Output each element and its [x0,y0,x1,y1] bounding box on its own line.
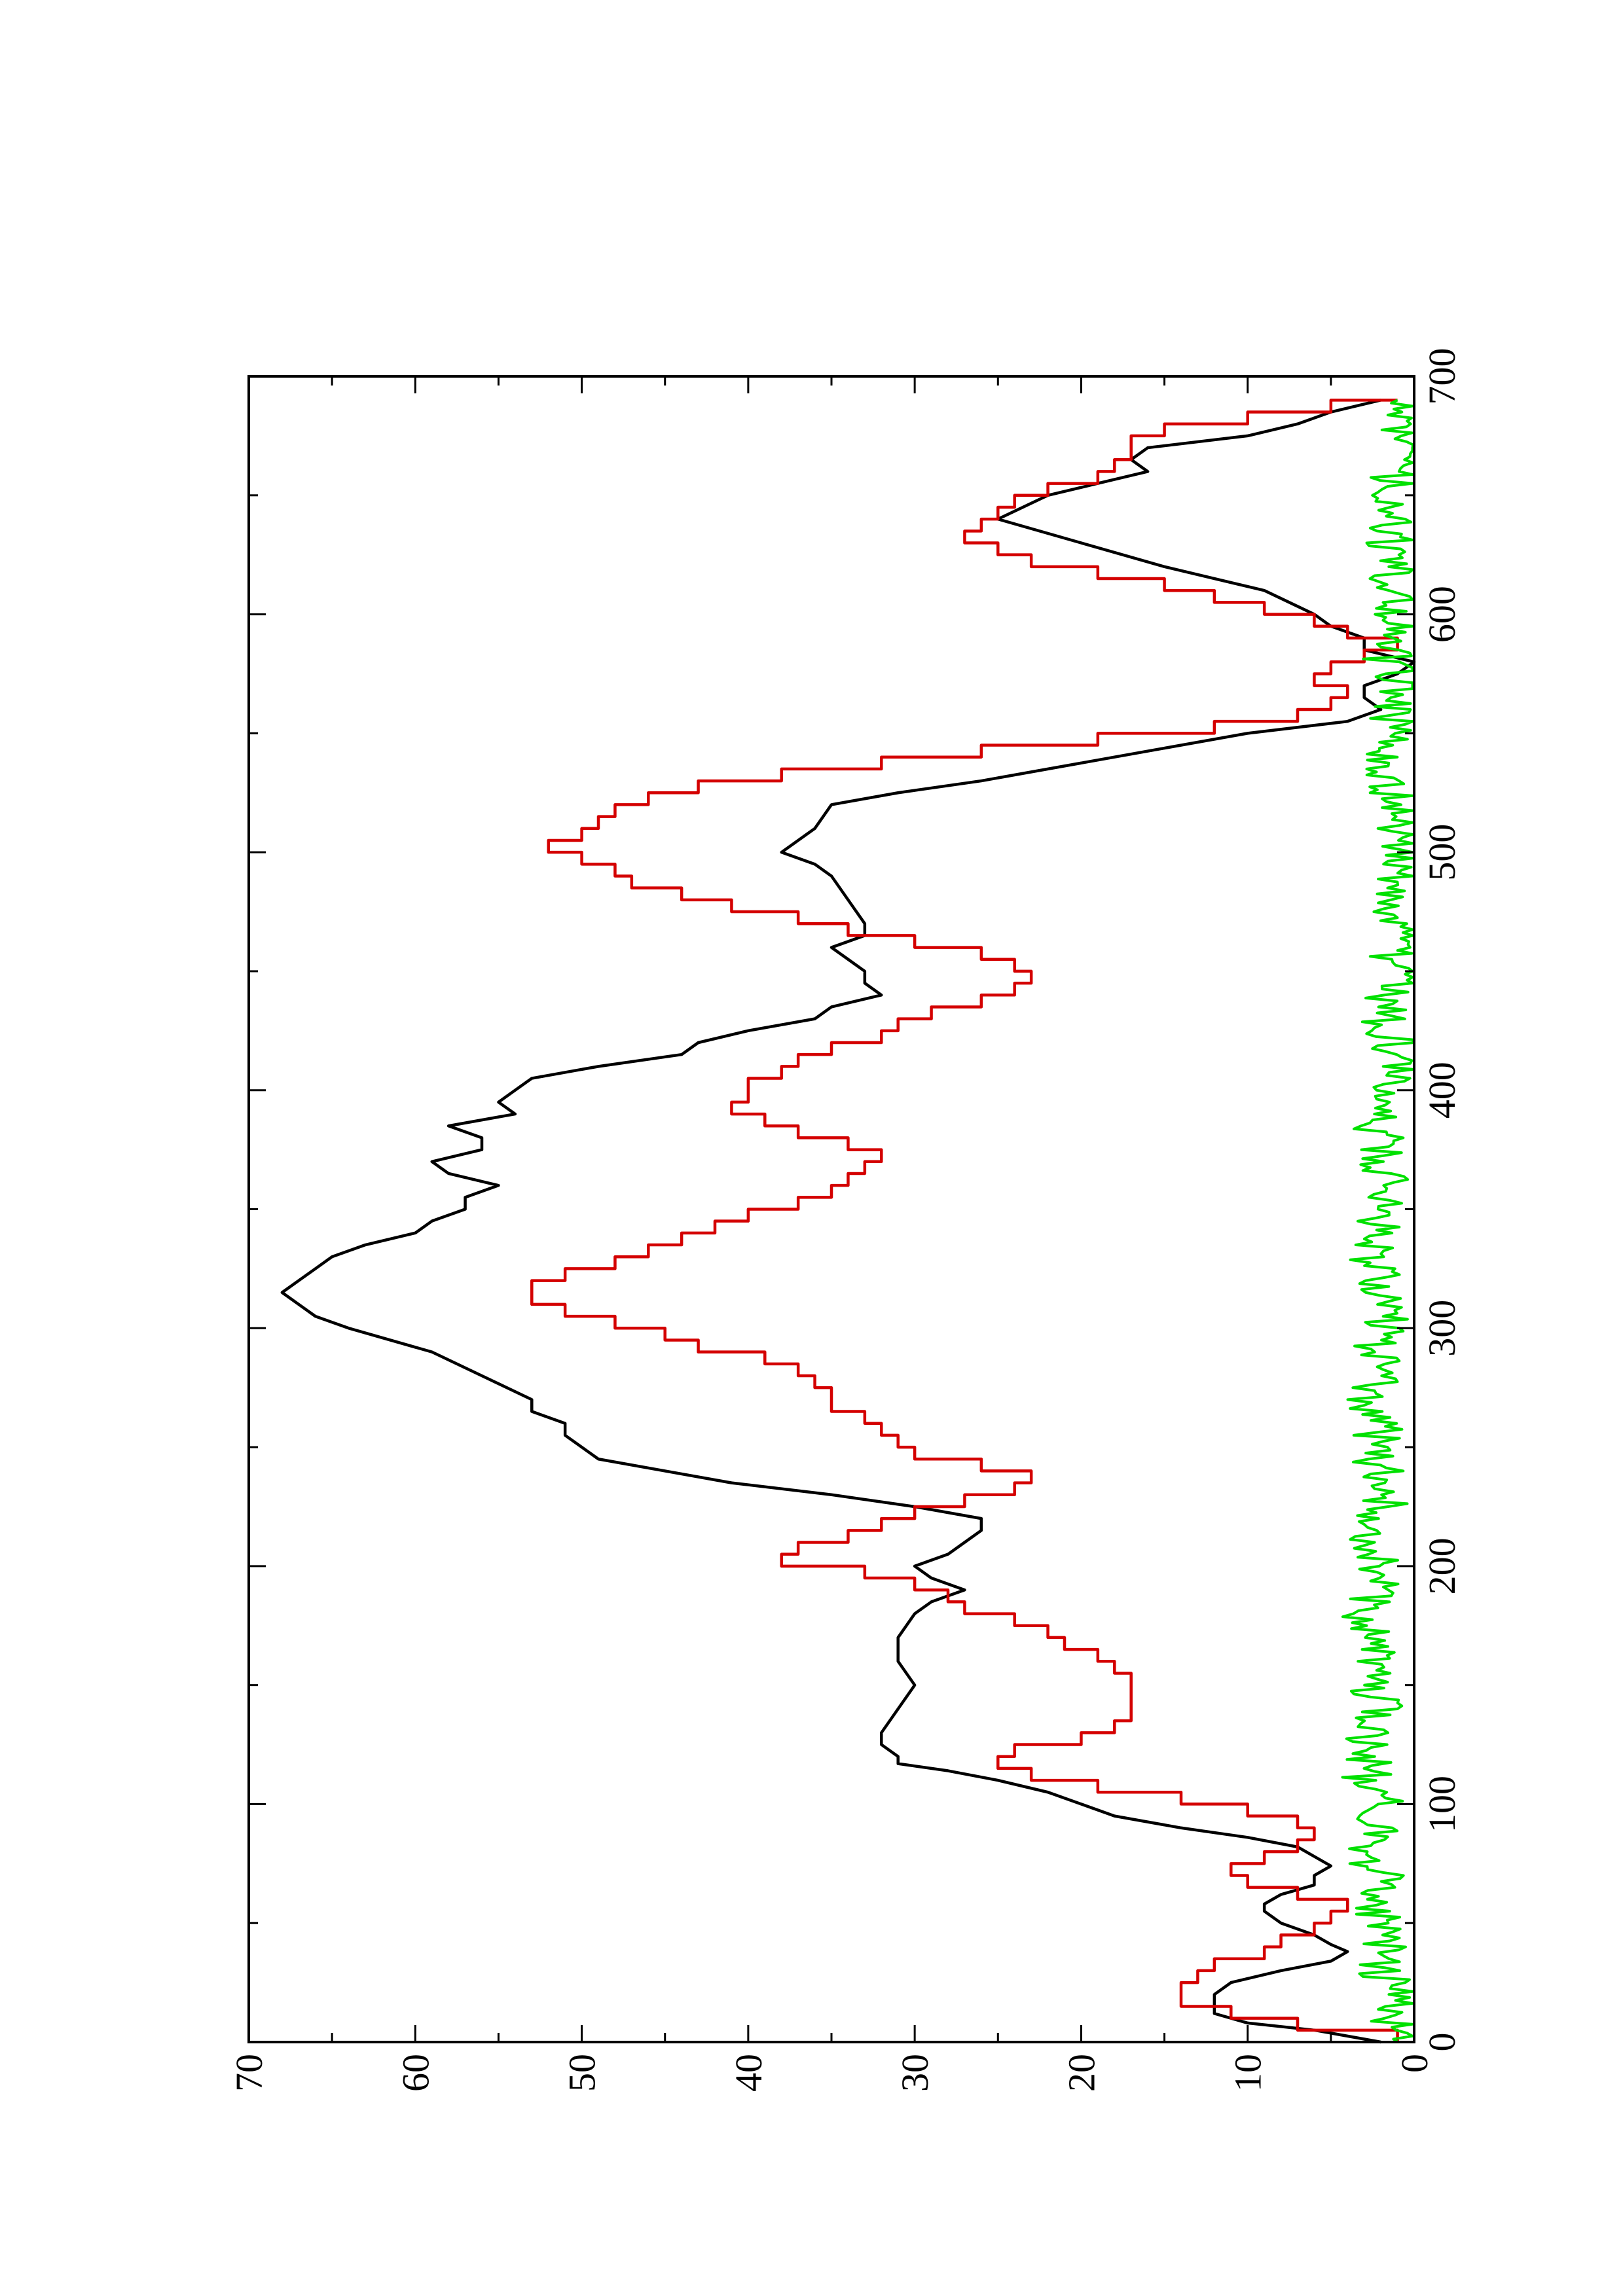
x-tick-label: 400 [1421,1062,1463,1119]
series-line-1 [280,399,1416,2044]
y-tick-label: 0 [1393,2054,1436,2073]
y-tick-label: 70 [228,2054,270,2092]
x-tick-label: 600 [1421,586,1463,643]
y-tick-label: 20 [1060,2054,1103,2092]
rotated-plot: 0 100 200 300 400 500 600 700 0 10 20 30 40 50 60 70 [228,348,1463,2092]
x-tick-label: 100 [1421,1776,1463,1833]
tick-labels-layer: 0 100 200 300 400 500 600 700 0 10 20 30 40 50 60 70 [228,348,1463,2092]
y-tick-label: 50 [561,2054,604,2092]
plot-frame [247,375,1415,2043]
y-tick-label: 10 [1227,2054,1269,2092]
series-layer [280,399,1416,2044]
y-tick-label: 60 [394,2054,437,2092]
series-line-3 [1341,399,1415,2043]
x-tick-label: 700 [1421,348,1463,405]
x-tick-label: 300 [1421,1300,1463,1357]
y-tick-label: 40 [727,2054,770,2092]
series-line-2 [530,399,1399,2042]
y-tick-label: 30 [894,2054,936,2092]
x-tick-label: 500 [1421,824,1463,881]
x-tick-label: 0 [1421,2033,1463,2052]
x-tick-label: 200 [1421,1537,1463,1594]
ticks-layer [247,375,1415,2043]
